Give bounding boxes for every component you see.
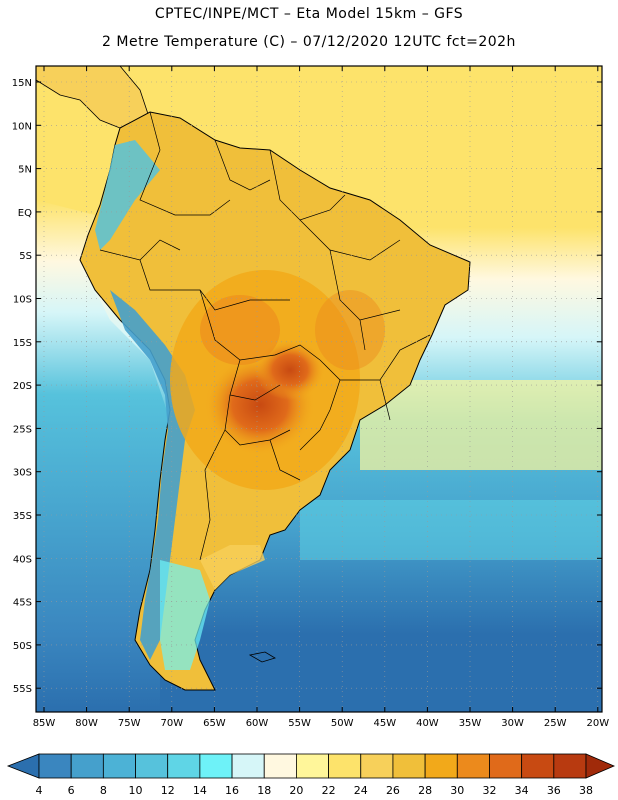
legend-level-label: 30 [450,784,464,797]
legend-arrow-low [6,753,40,779]
hot-core-north [255,340,325,400]
legend-level-label: 22 [322,784,336,797]
longitude-axis: 85W 80W 75W 70W 65W 60W 55W 50W 45W 40W 35W 30W 25W 2… [33,66,609,729]
legend-swatch [263,753,297,779]
lat-label: 15S [13,338,32,349]
lat-label: 10S [13,295,32,306]
warm-zone-east [315,290,385,370]
legend-swatch [296,753,329,779]
legend-swatch [199,753,233,779]
legend-swatch [70,753,104,779]
lon-label: 50W [331,718,354,729]
lat-label: 20S [13,381,32,392]
legend-level-label: 16 [225,784,239,797]
country-borders [99,111,431,561]
legend-swatch [456,753,490,779]
lat-label: 10N [12,121,32,132]
warm-zone-west [200,295,280,365]
map-title-line1: CPTEC/INPE/MCT – Eta Model 15km – GFS [154,6,464,22]
lon-label: 55W [288,718,311,729]
legend-level-label: 38 [579,784,593,797]
lon-label: 40W [416,718,439,729]
map-field [36,66,602,712]
lat-label: 5N [18,165,32,176]
legend-swatch [360,753,394,779]
lon-label: 80W [75,718,98,729]
lat-label: 25S [13,424,32,435]
lat-label: 35S [13,511,32,522]
atlantic-cool-band [300,500,602,560]
lon-label: 35W [459,718,482,729]
legend-level-label: 32 [482,784,496,797]
lon-label: 85W [33,718,56,729]
legend-swatch [553,753,587,779]
lon-label: 60W [246,718,269,729]
legend-level-label: 18 [257,784,271,797]
latitude-axis: 15N 10N 5N EQ 5S 10S 15S 20S 25S 30S 35S 40S 45S 50S 5… [12,78,602,695]
legend-level-label: 20 [289,784,303,797]
legend-swatch [38,753,72,779]
legend-level-label: 26 [386,784,400,797]
legend-swatch [167,753,201,779]
legend-swatch [489,753,523,779]
south-land-warm [200,545,265,590]
lat-label: 40S [13,554,32,565]
atlantic-warm-band [360,380,602,470]
legend-swatch [328,753,362,779]
map-frame [35,65,603,713]
lat-label: 30S [13,468,32,479]
lat-label: EQ [18,208,32,219]
lon-label: 70W [160,718,183,729]
legend-swatch [135,753,169,779]
legend-level-label: 8 [100,784,107,797]
legend-swatch [392,753,426,779]
lon-label: 30W [501,718,524,729]
legend-level-label: 24 [354,784,368,797]
legend-swatch [424,753,458,779]
northern-andes-cold [95,140,160,250]
lat-label: 45S [13,598,32,609]
patagonia-cool [160,560,210,670]
legend-arrow-high [585,753,616,779]
legend-swatch [102,753,136,779]
map-title-line2: 2 Metre Temperature (C) – 07/12/2020 12U… [102,34,516,50]
lat-label: 55S [13,684,32,695]
lon-label: 20W [586,718,609,729]
legend-level-label: 14 [193,784,207,797]
legend-level-label: 6 [68,784,75,797]
legend-swatch [231,753,265,779]
lon-label: 25W [544,718,567,729]
falkland-islands [248,651,276,663]
lat-label: 5S [19,251,32,262]
lon-label: 75W [118,718,141,729]
lon-label: 45W [373,718,396,729]
legend-swatch [521,753,555,779]
legend-level-label: 4 [36,784,43,797]
lat-label: 15N [12,78,32,89]
legend-level-label: 28 [418,784,432,797]
legend-level-label: 34 [515,784,529,797]
lat-label: 50S [13,641,32,652]
legend-level-label: 36 [547,784,561,797]
lon-label: 65W [203,718,226,729]
pacific-field [36,200,175,712]
legend-level-label: 10 [129,784,143,797]
legend-level-label: 12 [161,784,175,797]
